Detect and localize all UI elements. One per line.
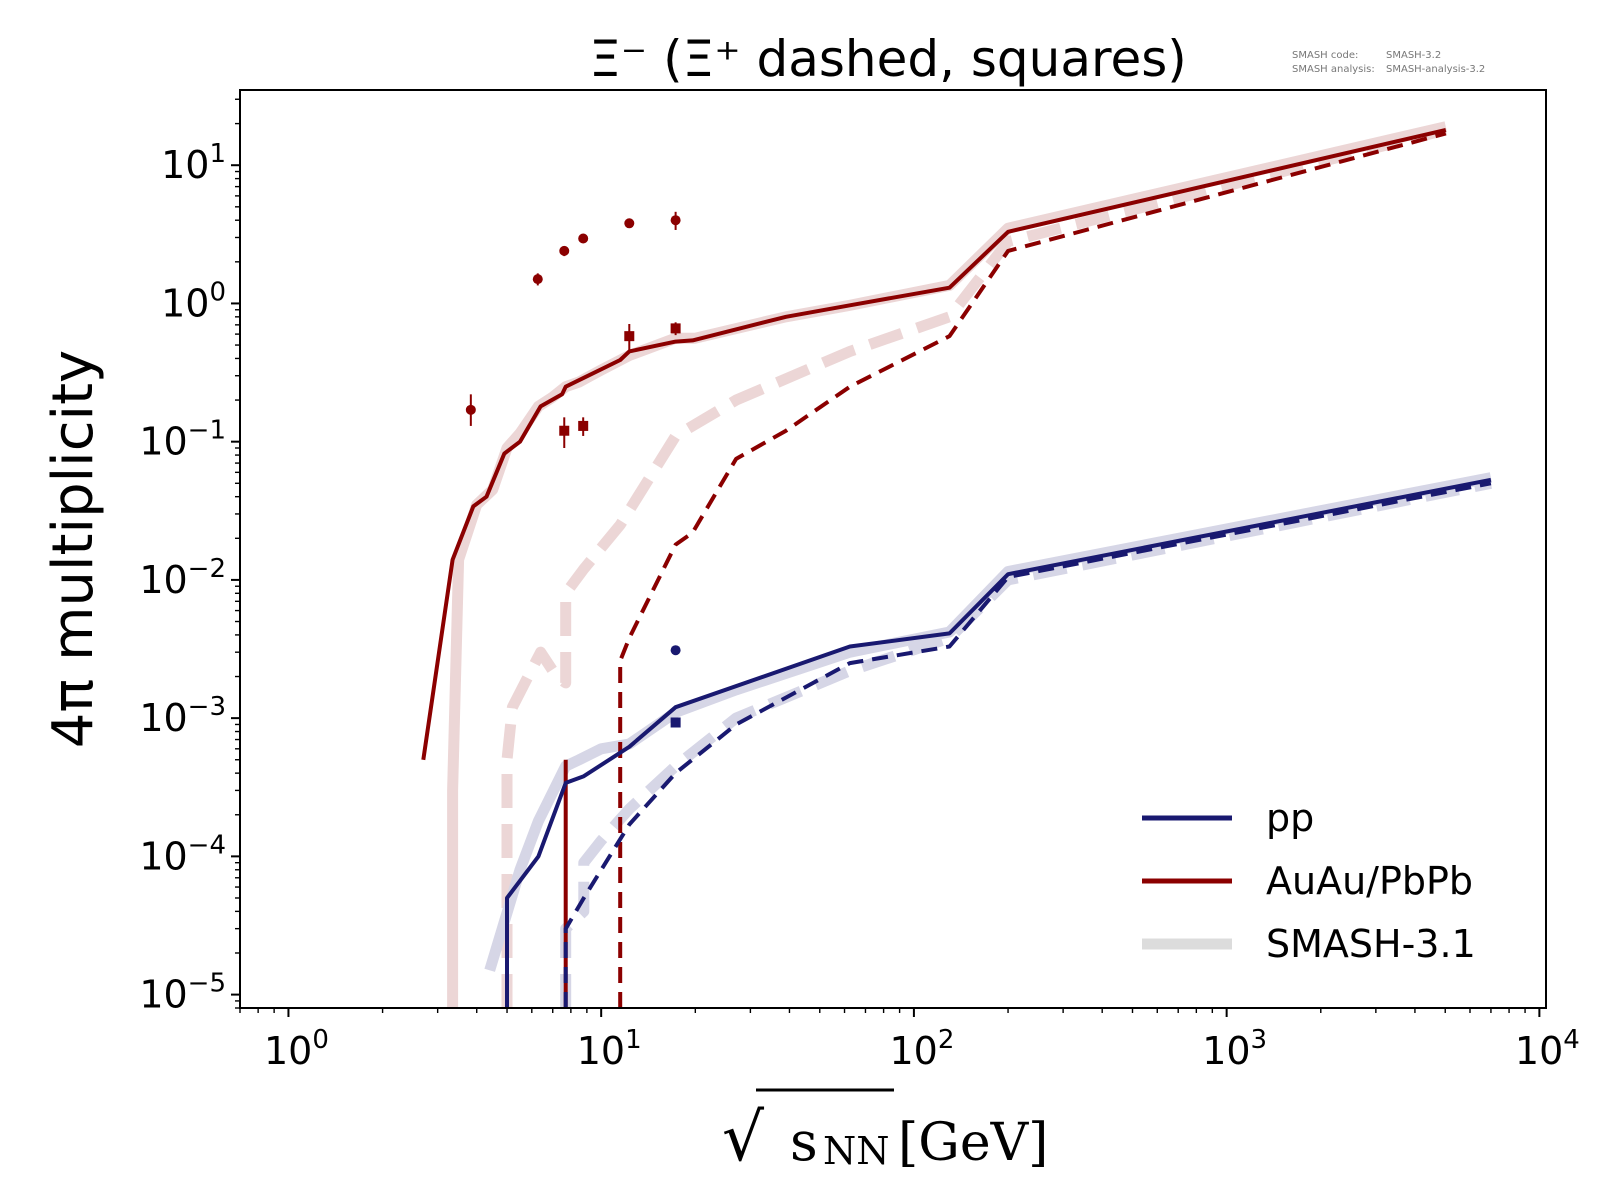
y-tick-label-4: 10−1 [139,416,226,464]
y-tick-label-3: 10−2 [139,554,226,602]
data-point-circle-4 [624,218,635,229]
legend: pp AuAu/PbPb SMASH-3.1 [1142,796,1476,966]
data-point-square-9 [670,323,681,334]
annotation-code-value: SMASH-3.2 [1386,50,1441,61]
data-point-circle-3 [578,233,589,244]
x-tick-label-4: 104 [1515,1025,1580,1073]
x-axis-label-s: s [790,1110,818,1173]
data-point-circle-5 [670,215,681,226]
data-point-square-8 [624,331,635,342]
plot-frame [239,89,1547,1009]
chart-title: Ξ⁻ (Ξ⁺ dashed, squares) [589,30,1187,88]
data-point-square-11 [670,717,681,728]
legend-label-pp: pp [1266,796,1314,840]
x-tick-label-0: 100 [264,1025,329,1073]
data-point-circle-2 [559,245,570,256]
annotation-analysis-label: SMASH analysis: [1292,64,1375,75]
plot-markers [465,211,681,728]
y-tick-label-2: 10−3 [139,692,226,740]
data-point-square-6 [559,425,570,436]
x-tick-label-1: 101 [577,1025,642,1073]
x-tick-label-2: 102 [889,1025,954,1073]
data-point-circle-10 [670,645,681,656]
x-tick-label-3: 103 [1202,1025,1267,1073]
y-tick-label-6: 101 [161,139,226,187]
series-line-pp-ref-dashed-3 [560,477,1492,1008]
data-point-circle-1 [532,274,543,285]
annotation-code-label: SMASH code: [1292,50,1358,61]
plot-lines [421,121,1492,1008]
y-axis-label: 4π multiplicity [41,350,106,748]
version-annotation: SMASH code: SMASH-3.2 SMASH analysis: SM… [1292,50,1485,75]
series-line-pp-solid-7 [505,477,1492,1008]
series-line-pp-dashed-8 [563,481,1492,1008]
annotation-analysis-value: SMASH-analysis-3.2 [1386,64,1485,75]
data-point-square-7 [578,420,589,431]
x-axis-label-subscript: NN [823,1129,890,1173]
legend-label-auau: AuAu/PbPb [1266,859,1473,903]
series-line-auau-ref-dashed-1 [501,124,1448,1008]
x-axis-label-unit: [GeV] [898,1113,1048,1173]
y-tick-label-5: 100 [161,277,226,325]
data-point-circle-0 [465,404,476,415]
y-tick-label-0: 10−5 [139,969,226,1017]
x-axis-label: √ s NN [GeV] [722,1088,1048,1176]
series-line-auau-dashed-5 [618,131,1447,1008]
y-tick-label-1: 10−4 [139,830,226,878]
x-axis-label-sqrt: √ [722,1099,765,1176]
series-line-auau-solid-4 [421,127,1447,761]
legend-label-ref: SMASH-3.1 [1266,922,1476,966]
axis-ticks: 100 101 102 103 104 10−5 10−4 10−3 10−2 10−1 100 10… [139,98,1580,1073]
